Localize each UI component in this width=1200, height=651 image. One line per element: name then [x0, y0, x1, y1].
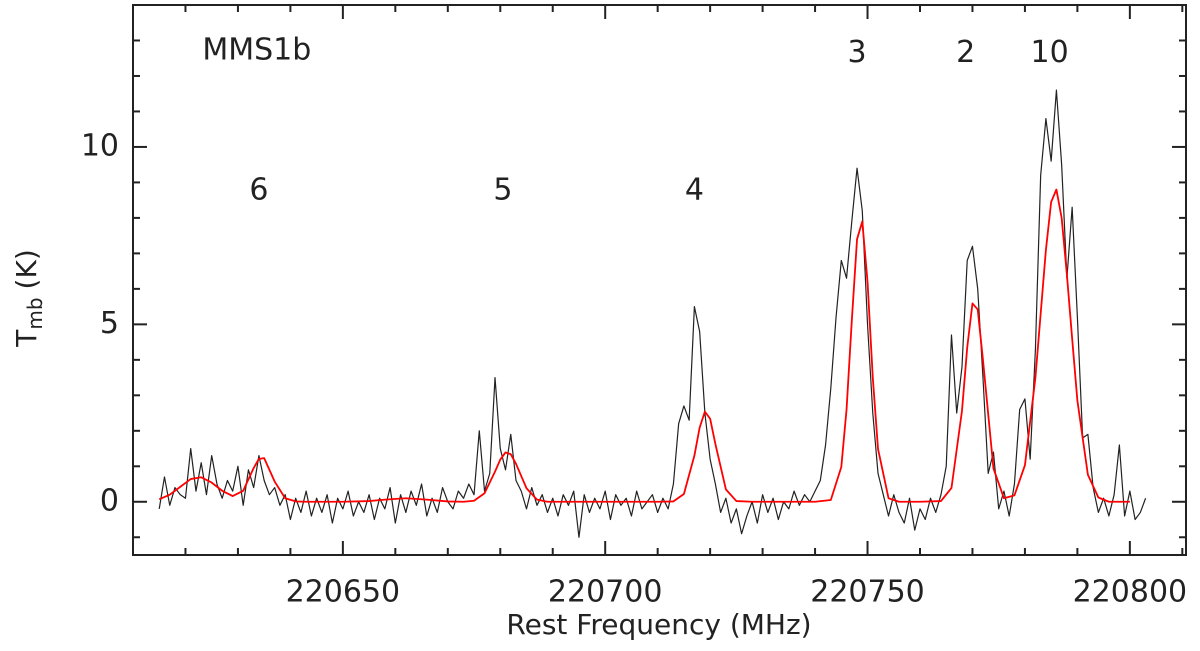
x-tick-label: 220650 — [286, 575, 401, 610]
x-tick-label: 220800 — [1073, 575, 1188, 610]
annotation: 5 — [493, 172, 512, 207]
annotation: 3 — [847, 35, 866, 70]
annotation: 6 — [249, 172, 268, 207]
y-axis-label: Tmb (K) — [10, 249, 47, 348]
y-label-sub: mb — [23, 297, 47, 329]
y-tick-label: 0 — [100, 483, 119, 518]
annotation: 10 — [1030, 35, 1068, 70]
annotation: MMS1b — [202, 33, 311, 68]
y-label-main: T — [10, 329, 43, 348]
y-tick-label: 10 — [81, 128, 119, 163]
x-tick-label: 220700 — [548, 575, 663, 610]
spectrum-line — [158, 89, 1147, 538]
annotation: 2 — [956, 35, 975, 70]
y-tick-label: 5 — [100, 306, 119, 341]
x-tick-label: 220750 — [810, 575, 925, 610]
spectrum-line — [158, 188, 1130, 503]
annotation: 4 — [685, 172, 704, 207]
plot-frame — [132, 4, 1187, 556]
y-label-unit: (K) — [10, 249, 43, 289]
x-axis-label: Rest Frequency (MHz) — [506, 608, 811, 641]
